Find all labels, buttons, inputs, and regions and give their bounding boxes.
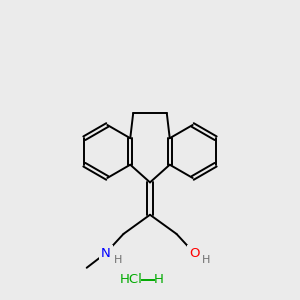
Text: H: H (114, 254, 122, 265)
Text: HCl: HCl (119, 273, 142, 286)
Text: N: N (101, 247, 111, 260)
Text: H: H (202, 254, 211, 265)
Text: H: H (154, 273, 164, 286)
Text: O: O (189, 247, 200, 260)
